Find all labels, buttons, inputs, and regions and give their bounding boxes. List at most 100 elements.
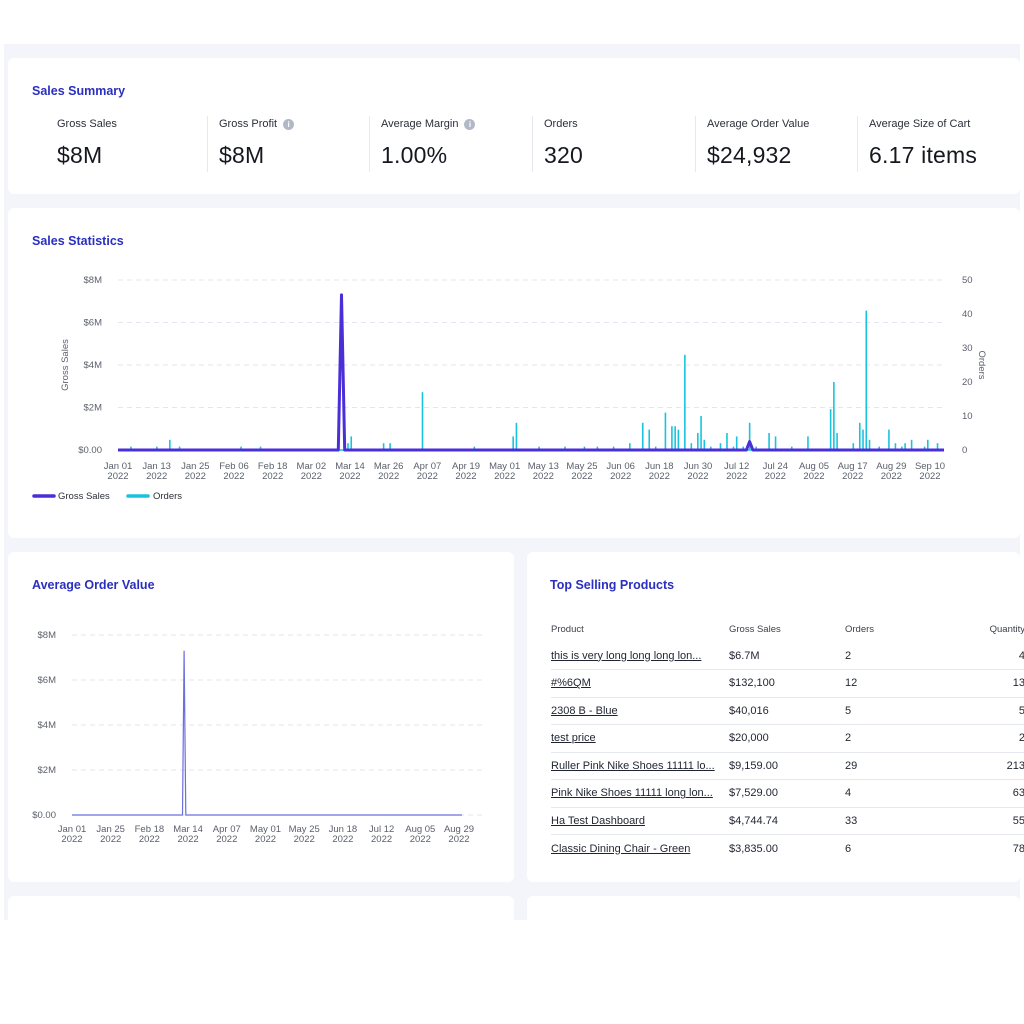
x-tick-label: Aug 17	[838, 461, 868, 472]
sales-summary-title: Sales Summary	[32, 84, 126, 98]
table-row: this is very long long long lon... $6.7M 2…	[551, 642, 1024, 670]
x-tick-label: Jan 25	[181, 461, 210, 472]
x-tick-label: Jun 18	[645, 461, 674, 472]
cell-orders: 33	[845, 807, 935, 835]
legend-label-orders: Orders	[153, 491, 182, 502]
x-tick-label: Jul 12	[369, 824, 394, 835]
cell-orders: 6	[845, 842, 852, 855]
metric-divider	[207, 116, 208, 172]
product-link[interactable]: Ha Test Dashboard	[551, 807, 729, 835]
metric-value: $8M	[57, 142, 103, 168]
metric-label-text: Gross Sales	[57, 118, 117, 130]
product-link[interactable]: this is very long long long lon...	[551, 642, 729, 670]
x-tick-label: 2022	[61, 834, 82, 845]
x-tick-label: Aug 29	[876, 461, 906, 472]
metric-divider	[369, 116, 370, 172]
y-tick-label: $6M	[84, 318, 103, 329]
metric-divider	[857, 116, 858, 172]
metric-average-margin: Average Margin i 1.00%	[381, 118, 476, 174]
cell-quantity: 2	[935, 724, 1024, 753]
cell-quantity: 55	[935, 807, 1024, 835]
metric-label: Orders	[544, 118, 583, 130]
x-tick-label: Feb 18	[258, 461, 288, 472]
x-tick-label: 2022	[649, 471, 670, 482]
x-tick-label: 2022	[100, 834, 121, 845]
cell-quantity: 13	[935, 669, 1024, 698]
x-tick-label: May 01	[250, 824, 281, 835]
bottom-right-card	[527, 896, 1020, 920]
x-tick-label: 2022	[687, 471, 708, 482]
metric-gross-profit: Gross Profit i $8M	[219, 118, 295, 174]
col-product: Product	[551, 624, 584, 635]
info-icon[interactable]: i	[283, 118, 295, 130]
x-tick-label: 2022	[371, 834, 392, 845]
legend-label-gross-sales: Gross Sales	[58, 491, 110, 502]
x-tick-label: 2022	[332, 834, 353, 845]
aov-line	[72, 650, 462, 816]
y-tick-label: $4M	[38, 720, 57, 731]
y-tick-label: $4M	[84, 360, 103, 371]
metric-divider	[695, 116, 696, 172]
product-link[interactable]: Pink Nike Shoes 11111 long lon...	[551, 779, 729, 808]
cell-gross-sales: $20,000	[729, 724, 845, 753]
product-link[interactable]: #%6QM	[551, 669, 729, 698]
x-tick-label: Aug 29	[444, 824, 474, 835]
product-link[interactable]: Classic Dining Chair - Green	[551, 842, 691, 855]
y2-tick-label: 40	[962, 309, 973, 320]
sales-statistics-card: Sales Statistics $0.00 $2M $4M $6M $8M 0 10 20 3…	[8, 208, 1020, 538]
x-tick-label: Aug 05	[799, 461, 829, 472]
y-tick-label: $8M	[38, 630, 57, 641]
cell-quantity: 213	[935, 752, 1024, 780]
metric-divider	[532, 116, 533, 172]
x-tick-label: Jan 01	[58, 824, 87, 835]
metric-value: 320	[544, 142, 583, 168]
x-tick-label: Mar 14	[173, 824, 203, 835]
product-link[interactable]: Ruller Pink Nike Shoes 11111 lo...	[551, 752, 729, 780]
x-tick-label: 2022	[294, 834, 315, 845]
x-tick-label: 2022	[262, 471, 283, 482]
y-tick-label: $6M	[38, 675, 57, 686]
metric-gross-sales: Gross Sales $8M	[57, 118, 117, 174]
y2-tick-label: 0	[962, 445, 967, 456]
y2-axis-label: Orders	[976, 350, 987, 379]
info-icon[interactable]: i	[464, 118, 476, 130]
cell-gross-sales: $132,100	[729, 669, 845, 698]
y2-tick-label: 50	[962, 275, 973, 286]
col-quantity: Quantity	[989, 624, 1024, 635]
sales-statistics-chart: $0.00 $2M $4M $6M $8M 0 10 20 30 40 50 Gross Sales O…	[32, 275, 987, 502]
x-tick-label: 2022	[919, 471, 940, 482]
gross-sales-line	[118, 293, 944, 452]
y-tick-label: $8M	[84, 275, 103, 286]
x-tick-label: 2022	[726, 471, 747, 482]
x-tick-label: 2022	[255, 834, 276, 845]
metric-label-text: Orders	[544, 118, 578, 130]
x-tick-label: 2022	[803, 471, 824, 482]
table-row: 2308 B - Blue $40,016 5 5	[551, 697, 1024, 725]
metric-label: Average Size of Cart	[869, 118, 977, 130]
x-tick-label: Mar 14	[335, 461, 365, 472]
metric-label: Average Margin i	[381, 118, 476, 130]
cell-quantity: 63	[935, 779, 1024, 808]
x-tick-label: 2022	[223, 471, 244, 482]
metric-label: Average Order Value	[707, 118, 809, 130]
cell-orders: 2	[845, 642, 935, 670]
x-tick-label: Jul 24	[763, 461, 788, 472]
x-tick-label: 2022	[494, 471, 515, 482]
x-tick-label: Jan 13	[142, 461, 171, 472]
metric-label: Gross Profit i	[219, 118, 295, 130]
product-link[interactable]: test price	[551, 724, 729, 753]
x-tick-label: 2022	[571, 471, 592, 482]
product-link[interactable]: 2308 B - Blue	[551, 697, 729, 725]
x-tick-label: Aug 05	[405, 824, 435, 835]
metric-label-text: Average Order Value	[707, 118, 810, 130]
x-tick-label: Jun 30	[684, 461, 713, 472]
metric-value: $8M	[219, 142, 265, 168]
x-tick-label: Feb 18	[135, 824, 165, 835]
metric-orders: Orders 320	[544, 118, 583, 174]
x-tick-label: 2022	[178, 834, 199, 845]
table-row: test price $20,000 2 2	[551, 724, 1024, 753]
x-tick-label: 2022	[417, 471, 438, 482]
y-tick-label: $0.00	[78, 445, 102, 456]
x-tick-label: 2022	[448, 834, 469, 845]
metric-label-text: Gross Profit	[219, 118, 278, 130]
